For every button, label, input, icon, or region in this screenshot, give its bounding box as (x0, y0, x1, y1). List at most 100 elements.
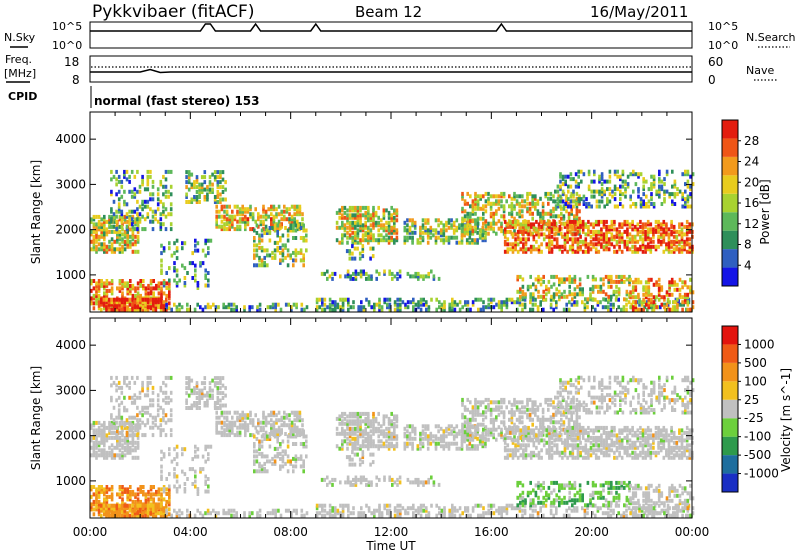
velocity-cell (134, 502, 137, 507)
velocity-cell (206, 393, 209, 398)
power-cell (206, 197, 209, 202)
power-cell (673, 192, 677, 197)
velocity-cell (218, 420, 221, 425)
power-cell (670, 307, 674, 312)
power-cell (108, 239, 111, 244)
power-cell (503, 227, 507, 232)
power-cell (670, 249, 673, 254)
velocity-cell (335, 444, 339, 449)
power-cell (162, 291, 166, 296)
velocity-cell (183, 472, 187, 477)
power-cell (647, 285, 651, 290)
velocity-cell (203, 393, 207, 398)
power-cell (564, 179, 567, 184)
velocity-cell (169, 390, 173, 395)
velocity-cell (341, 426, 344, 431)
power-cell (361, 238, 365, 243)
velocity-cell (131, 489, 135, 494)
power-cell (521, 307, 524, 312)
cpid-row: CPID normal (fast stereo) 153 (8, 86, 260, 108)
power-cell (225, 212, 229, 217)
velocity-cell (351, 414, 354, 419)
power-cell (92, 234, 96, 239)
power-cell (606, 187, 609, 192)
power-cell (584, 222, 588, 227)
power-cell (258, 255, 261, 260)
power-cell (574, 184, 578, 189)
power-cell (380, 218, 383, 223)
power-cell (281, 243, 285, 248)
power-cell (476, 238, 479, 243)
power-cell (136, 199, 139, 204)
velocity-cell (97, 499, 101, 504)
velocity-cell (107, 511, 111, 516)
power-cell (92, 296, 96, 301)
power-cell (681, 307, 684, 312)
velocity-cell (305, 444, 308, 449)
power-cell (639, 224, 642, 229)
power-cell (469, 307, 472, 312)
power-cell (393, 240, 396, 245)
velocity-cell (105, 450, 109, 455)
power-cell (126, 283, 129, 288)
velocity-cell (235, 513, 238, 518)
nsky-tick-top: 10^5 (52, 20, 82, 33)
power-cell (680, 247, 684, 252)
power-cell (328, 307, 332, 312)
velocity-cell (103, 489, 106, 494)
power-cell (159, 297, 163, 302)
velocity-cell (175, 511, 179, 516)
power-cell (605, 229, 608, 234)
power-cell (105, 249, 109, 254)
power-cell (522, 222, 525, 227)
power-cell (429, 235, 433, 240)
power-cell (460, 240, 464, 245)
power-cell (241, 204, 244, 209)
power-cell (466, 307, 470, 312)
power-cell (589, 234, 593, 239)
velocity-cell (126, 503, 129, 508)
power-cell (647, 297, 651, 302)
velocity-cell (118, 453, 122, 458)
velocity-cell (294, 442, 298, 446)
power-cell (547, 191, 550, 196)
power-cell (356, 233, 360, 238)
freq-tick-top: 18 (64, 55, 79, 69)
power-cell (565, 194, 568, 199)
power-cell (262, 227, 265, 232)
velocity-cell (120, 415, 124, 420)
power-cell (558, 289, 561, 294)
power-cell (658, 187, 661, 192)
velocity-cell (129, 433, 132, 438)
power-cell (129, 239, 132, 244)
power-cell (225, 222, 229, 227)
power-cell (585, 202, 588, 206)
power-cell (526, 194, 529, 199)
velocity-cell (364, 426, 367, 431)
velocity-cell (139, 511, 142, 516)
velocity-cell (97, 487, 101, 492)
power-cell (560, 277, 564, 282)
power-cell (519, 222, 523, 227)
power-cell (134, 296, 137, 301)
power-cell (464, 300, 467, 305)
power-cell (118, 288, 122, 293)
power-cell (92, 244, 96, 249)
power-cell (681, 192, 684, 197)
power-cell (131, 297, 134, 302)
power-cell (160, 286, 163, 291)
velocity-cell (170, 459, 174, 464)
velocity-cell (141, 413, 144, 418)
power-heatmap (90, 169, 695, 312)
power-cell (487, 224, 490, 229)
power-cell (476, 201, 480, 206)
power-cell (206, 192, 209, 197)
power-cell (164, 207, 168, 212)
power-cell (600, 242, 603, 247)
power-cell (676, 307, 679, 312)
power-cell (518, 214, 521, 219)
power-cell (126, 291, 129, 296)
power-cell (95, 244, 98, 249)
power-cell (445, 235, 448, 240)
power-cell (305, 238, 308, 243)
